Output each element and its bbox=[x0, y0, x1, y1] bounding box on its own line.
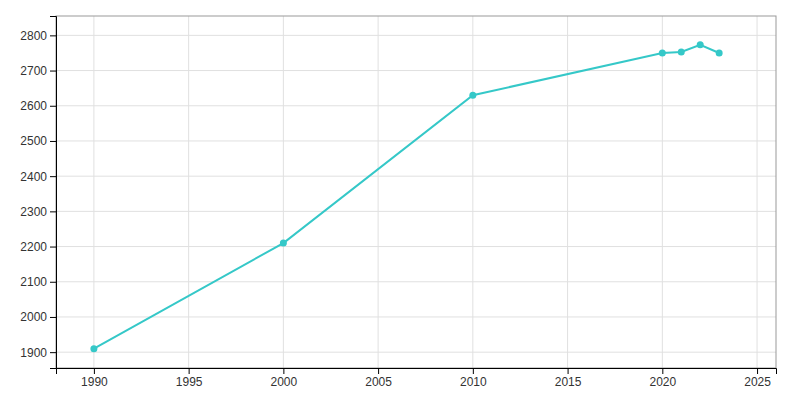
y-grid-line bbox=[56, 211, 776, 212]
y-tick: 2700 bbox=[20, 64, 56, 78]
y-grid-line bbox=[56, 316, 776, 317]
y-tick-label: 2200 bbox=[20, 240, 47, 254]
x-tick: 2025 bbox=[744, 368, 771, 389]
series bbox=[90, 41, 722, 352]
chart-svg: 1990 1995 2000 2005 2010 2015 2020 2025 1900 2000… bbox=[0, 0, 800, 400]
x-tick-mark bbox=[757, 368, 758, 374]
y-tick-label: 2600 bbox=[20, 99, 47, 113]
x-grid-line bbox=[378, 16, 379, 368]
plot-frame bbox=[56, 16, 776, 368]
y-tick-mark bbox=[50, 106, 56, 107]
y-grid-line bbox=[56, 352, 776, 353]
y-tick-mark bbox=[50, 35, 56, 36]
x-tick-mark bbox=[94, 368, 95, 374]
point bbox=[469, 92, 476, 99]
y-grid-line bbox=[56, 35, 776, 36]
x-tick-mark bbox=[283, 368, 284, 374]
x-grid-line bbox=[188, 16, 189, 368]
point bbox=[280, 240, 287, 247]
y-tick: 2800 bbox=[20, 29, 56, 43]
x-tick-label: 2025 bbox=[744, 375, 771, 389]
x-grid-line bbox=[757, 16, 758, 368]
y-tick-label: 2000 bbox=[20, 310, 47, 324]
y-tick-mark bbox=[50, 247, 56, 248]
chart-container: 1990 1995 2000 2005 2010 2015 2020 2025 1900 2000… bbox=[0, 0, 800, 400]
x-tick: 2005 bbox=[365, 368, 392, 389]
point bbox=[678, 48, 685, 55]
x-tick-mark bbox=[378, 368, 379, 374]
y-tick: 2200 bbox=[20, 240, 56, 254]
y-tick-label: 2500 bbox=[20, 134, 47, 148]
grid bbox=[56, 16, 776, 368]
x-tick-mark bbox=[662, 368, 663, 374]
x-tick-label: 2015 bbox=[555, 375, 582, 389]
y-tick: 2400 bbox=[20, 170, 56, 184]
x-tick-mark bbox=[473, 368, 474, 374]
y-tick: 2600 bbox=[20, 99, 56, 113]
y-grid-line bbox=[56, 176, 776, 177]
point bbox=[659, 49, 666, 56]
x-tick: 2015 bbox=[555, 368, 582, 389]
x-grid-line bbox=[662, 16, 663, 368]
x-tick: 1990 bbox=[81, 368, 108, 389]
x-axis-line bbox=[57, 369, 777, 375]
y-tick-label: 2400 bbox=[20, 170, 47, 184]
y-tick-mark bbox=[50, 71, 56, 72]
x-tick: 2000 bbox=[271, 368, 298, 389]
x-tick: 2020 bbox=[649, 368, 676, 389]
x-tick-label: 1995 bbox=[176, 375, 203, 389]
x-tick-label: 2005 bbox=[365, 375, 392, 389]
x-axis: 1990 1995 2000 2005 2010 2015 2020 2025 bbox=[57, 368, 777, 389]
y-tick-mark bbox=[50, 211, 56, 212]
x-tick: 2010 bbox=[460, 368, 487, 389]
y-tick: 2000 bbox=[20, 310, 56, 324]
x-tick-mark bbox=[568, 368, 569, 374]
line bbox=[94, 45, 719, 349]
x-grid-line bbox=[472, 16, 473, 368]
y-tick: 2100 bbox=[20, 275, 56, 289]
y-tick: 2300 bbox=[20, 205, 56, 219]
x-grid-line bbox=[567, 16, 568, 368]
point bbox=[90, 345, 97, 352]
y-axis-line bbox=[50, 17, 57, 369]
x-grid-line bbox=[93, 16, 94, 368]
y-grid-line bbox=[56, 70, 776, 71]
y-grid-line bbox=[56, 281, 776, 282]
y-tick-mark bbox=[50, 352, 56, 353]
x-tick-label: 1990 bbox=[81, 375, 108, 389]
y-tick: 1900 bbox=[20, 346, 56, 360]
y-tick-label: 2100 bbox=[20, 275, 47, 289]
x-tick-label: 2010 bbox=[460, 375, 487, 389]
y-grid-line bbox=[56, 246, 776, 247]
y-tick: 2500 bbox=[20, 134, 56, 148]
x-tick-label: 2000 bbox=[271, 375, 298, 389]
x-tick-mark bbox=[189, 368, 190, 374]
y-tick-label: 2700 bbox=[20, 64, 47, 78]
point bbox=[716, 49, 723, 56]
y-tick-mark bbox=[50, 176, 56, 177]
plot-area: 1990 1995 2000 2005 2010 2015 2020 2025 1900 2000… bbox=[20, 16, 776, 389]
y-axis: 1900 2000 2100 2200 2300 2400 2500 2600 2700 2800 bbox=[20, 17, 56, 369]
x-tick-label: 2020 bbox=[649, 375, 676, 389]
y-tick-mark bbox=[50, 317, 56, 318]
x-tick: 1995 bbox=[176, 368, 203, 389]
y-tick-label: 2800 bbox=[20, 29, 47, 43]
point bbox=[697, 41, 704, 48]
y-tick-label: 1900 bbox=[20, 346, 47, 360]
x-grid-line bbox=[283, 16, 284, 368]
y-tick-label: 2300 bbox=[20, 205, 47, 219]
y-tick-mark bbox=[50, 282, 56, 283]
y-tick-mark bbox=[50, 141, 56, 142]
y-grid-line bbox=[56, 105, 776, 106]
